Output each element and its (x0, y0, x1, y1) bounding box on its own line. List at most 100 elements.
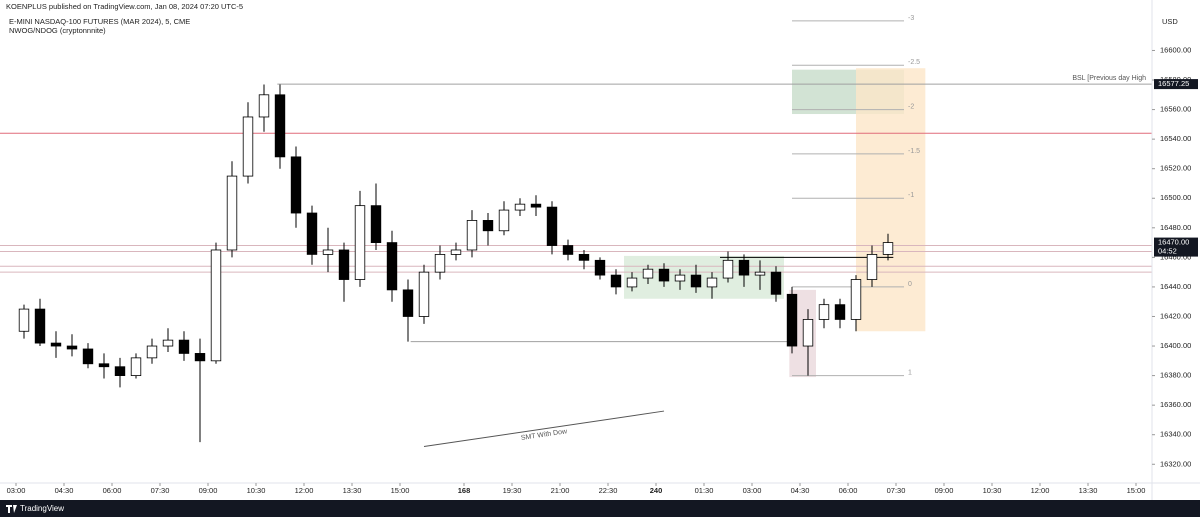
x-tick-label: 07:30 (887, 486, 906, 495)
x-tick-label: 15:00 (391, 486, 410, 495)
publisher: KOENPLUS published on TradingView.com, J… (6, 2, 243, 11)
candle-body (18, 308, 30, 332)
candle-body (514, 203, 526, 211)
brand-logo (6, 505, 17, 513)
x-tick-label: 19:30 (503, 486, 522, 495)
candle-body (738, 259, 750, 276)
y-tick-label: 16600.00 (1160, 45, 1191, 54)
x-tick-label: 06:00 (839, 486, 858, 495)
candle-body (50, 342, 62, 347)
y-tick-label: 16520.00 (1160, 164, 1191, 173)
x-tick-label: 09:00 (199, 486, 218, 495)
fib-label: -1 (908, 192, 914, 199)
candle-body (594, 259, 606, 276)
candle-body (402, 289, 414, 317)
x-tick-label: 10:30 (983, 486, 1002, 495)
candle-body (578, 254, 590, 261)
fib-label: -2 (908, 103, 914, 110)
y-tick-label: 16420.00 (1160, 311, 1191, 320)
candle-body (530, 203, 542, 208)
candle-body (658, 268, 670, 282)
fib-label: 0 (908, 281, 912, 288)
candle-body (194, 353, 206, 362)
candle-body (770, 271, 782, 295)
candle-body (82, 348, 94, 365)
candle-body (386, 242, 398, 291)
zone (856, 68, 926, 332)
y-tick-label: 16480.00 (1160, 223, 1191, 232)
candle-body (290, 156, 302, 214)
fib-label: 1 (908, 369, 912, 376)
candle-body (802, 319, 814, 347)
y-tick-label: 16460.00 (1160, 252, 1191, 261)
candle-body (642, 268, 654, 279)
y-tick-label: 16440.00 (1160, 282, 1191, 291)
candle-body (114, 366, 126, 376)
y-tick-label: 16320.00 (1160, 459, 1191, 468)
level-label: BSL [Previous day High (1072, 75, 1146, 82)
candle-body (274, 94, 286, 158)
candle-body (690, 274, 702, 288)
x-tick-label: 22:30 (599, 486, 618, 495)
brand[interactable]: TradingView (20, 504, 64, 513)
candle-body (66, 345, 78, 350)
fib-label: -1.5 (908, 148, 920, 155)
candle-body (562, 245, 574, 255)
y-tick-label: 16500.00 (1160, 193, 1191, 202)
y-tick-label: 16360.00 (1160, 400, 1191, 409)
candle-body (850, 279, 862, 320)
candle-body (818, 304, 830, 320)
candle-body (466, 220, 478, 251)
last-price-label: 16470.00 (1158, 238, 1189, 247)
fib-label: -3 (908, 15, 914, 22)
y-tick-label: 16380.00 (1160, 371, 1191, 380)
x-tick-label: 04:30 (791, 486, 810, 495)
candle-body (786, 293, 798, 347)
candle-body (322, 249, 334, 255)
candle-body (338, 249, 350, 280)
candle-body (226, 175, 238, 251)
x-tick-label: 10:30 (247, 486, 266, 495)
x-tick-label: 04:30 (55, 486, 74, 495)
x-tick-label: 01:30 (695, 486, 714, 495)
candle-body (754, 271, 766, 276)
candle-body (418, 271, 430, 317)
x-tick-label: 12:00 (295, 486, 314, 495)
candle-body (370, 205, 382, 243)
countdown: 04:52 (1158, 247, 1177, 256)
fib-label: -2.5 (908, 59, 920, 66)
candle-body (242, 116, 254, 177)
currency: USD (1162, 17, 1178, 26)
candle-body (130, 357, 142, 376)
x-tick-label: 240 (650, 486, 663, 495)
indicator-name: NWOG/NDOG (cryptonnnite) (9, 26, 106, 35)
x-tick-label: 03:00 (743, 486, 762, 495)
y-tick-label: 16340.00 (1160, 430, 1191, 439)
candle-body (434, 254, 446, 273)
x-tick-label: 13:30 (343, 486, 362, 495)
x-tick-label: 06:00 (103, 486, 122, 495)
y-tick-label: 16400.00 (1160, 341, 1191, 350)
candle-body (258, 94, 270, 118)
trend-line (423, 410, 665, 448)
candle-body (210, 249, 222, 362)
candle-body (706, 277, 718, 288)
footer-bar (0, 500, 1200, 517)
x-tick-label: 15:00 (1127, 486, 1146, 495)
candle-body (482, 220, 494, 232)
chart-title: E-MINI NASDAQ-100 FUTURES (MAR 2024), 5,… (9, 17, 190, 26)
candle-body (722, 259, 734, 279)
candle-body (866, 254, 878, 280)
last-price-box (1154, 237, 1198, 257)
candle-body (146, 345, 158, 359)
candle-body (834, 304, 846, 320)
x-tick-label: 13:30 (1079, 486, 1098, 495)
candle-body (34, 308, 46, 344)
candle-body (546, 206, 558, 246)
price-label-box (1154, 79, 1198, 90)
candle-body (626, 277, 638, 288)
candle-body (610, 274, 622, 288)
x-tick-label: 168 (458, 486, 471, 495)
x-tick-label: 07:30 (151, 486, 170, 495)
candle-body (162, 339, 174, 347)
